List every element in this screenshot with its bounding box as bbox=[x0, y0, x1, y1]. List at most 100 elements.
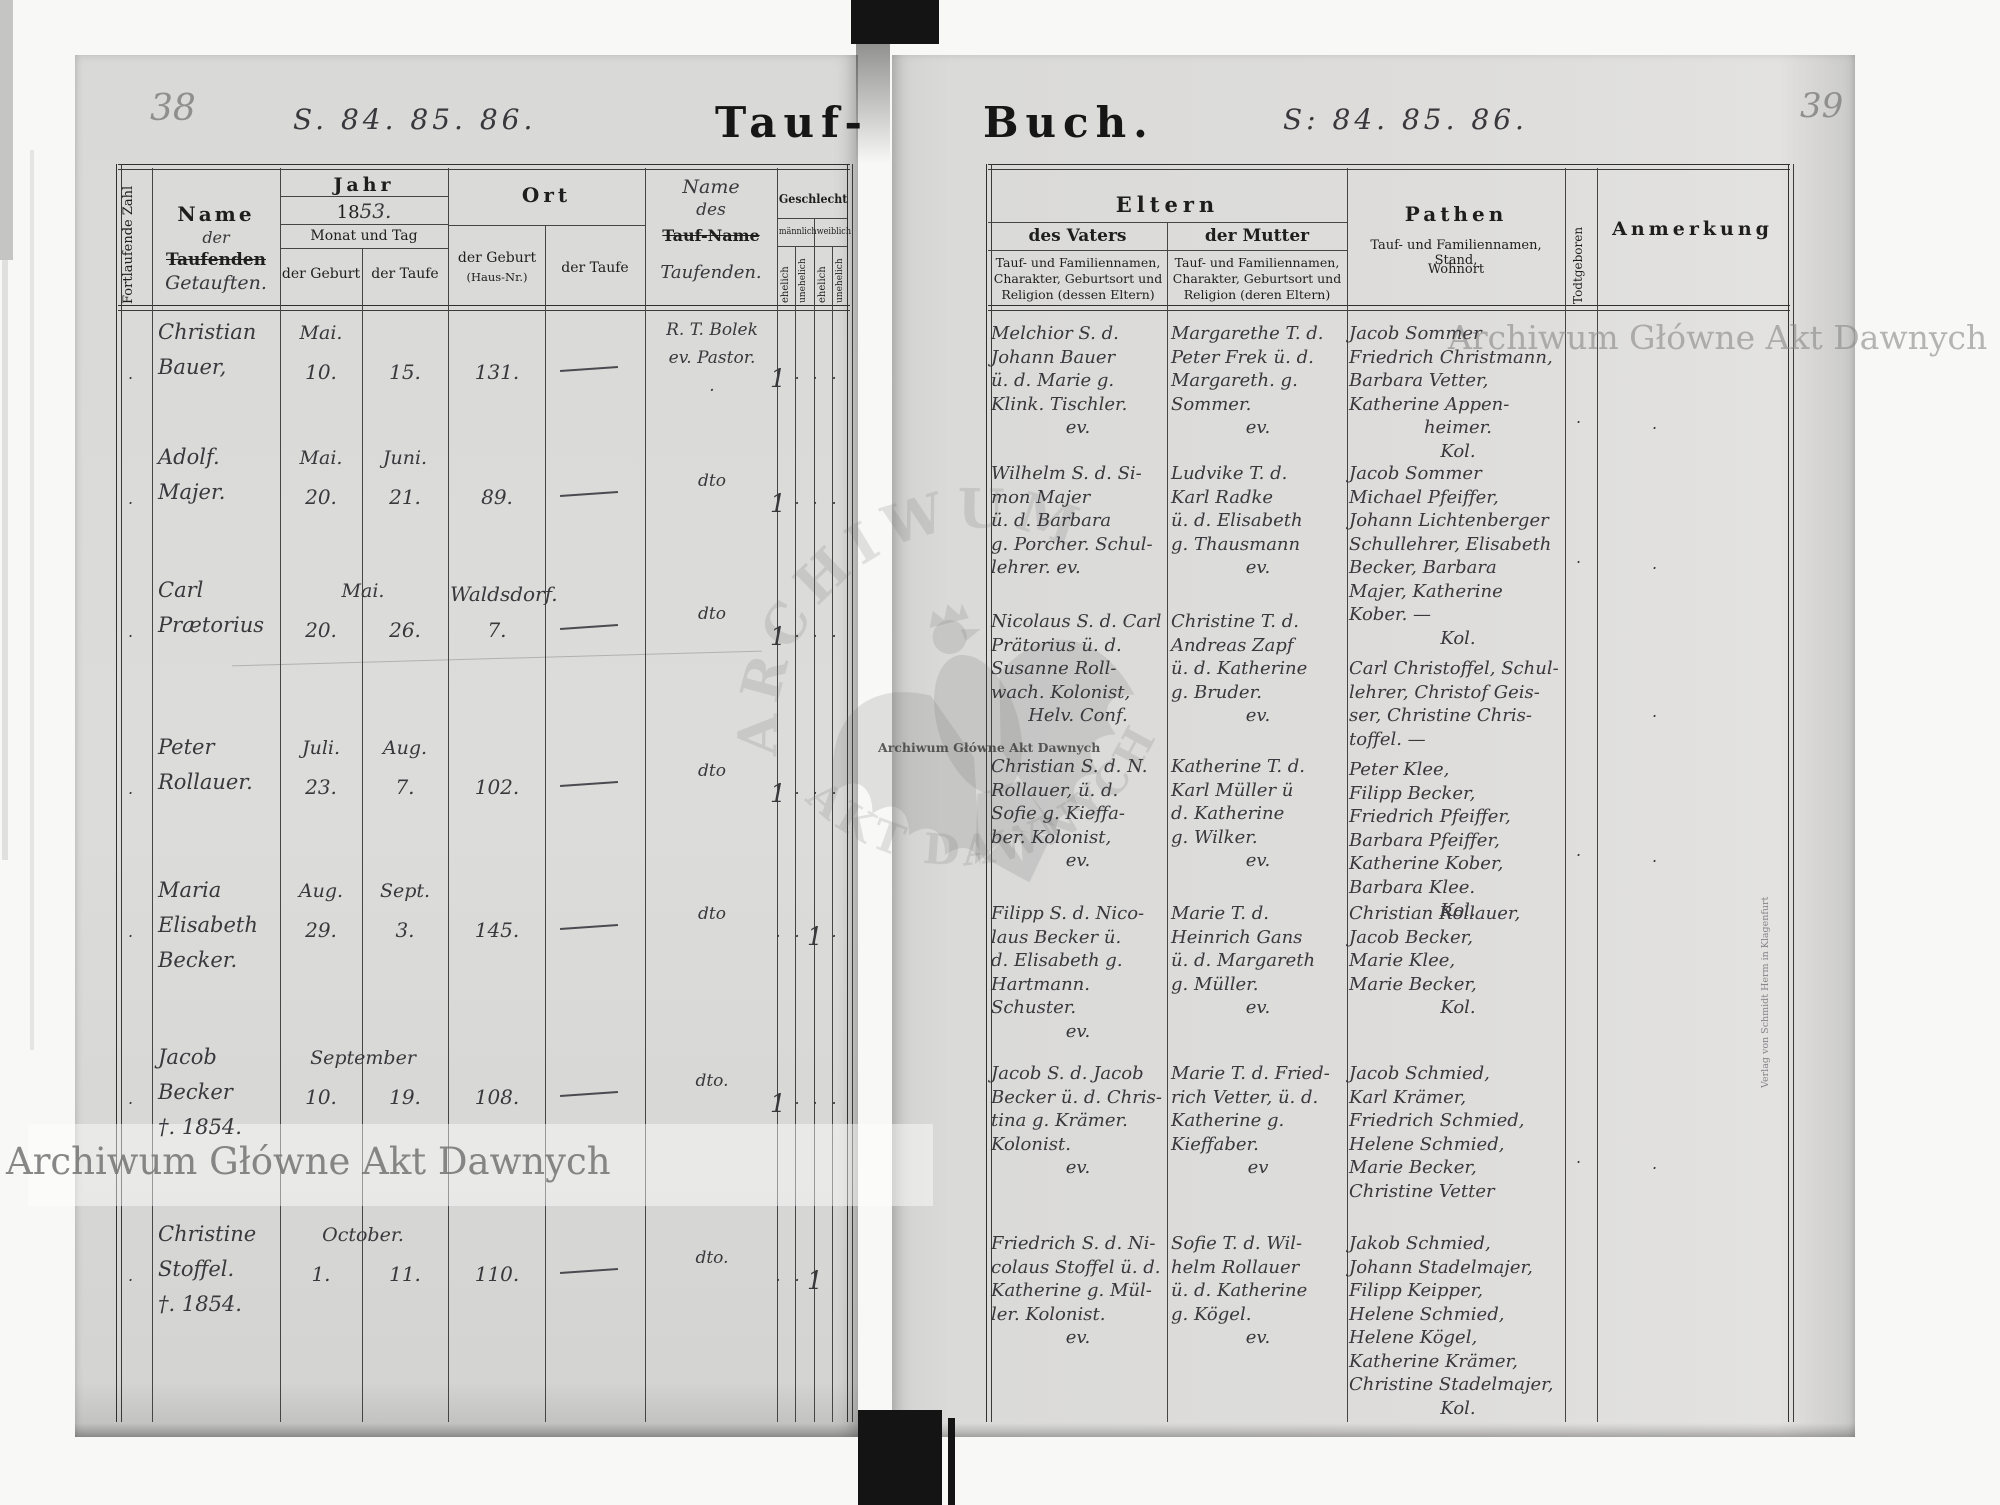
godparents-entry: Peter Klee, Filipp Becker, Friedrich Pfeif… bbox=[1349, 758, 1567, 923]
header-todtgeboren: Todtgeboren bbox=[1571, 226, 1585, 304]
father-entry-line: tina g. Krämer. bbox=[991, 1110, 1128, 1131]
mother-entry: Katherine T. d. Karl Müller ü d. Katherine… bbox=[1171, 755, 1345, 873]
godparents-entry-line: Johann Stadelmajer, bbox=[1349, 1256, 1533, 1278]
father-entry-line: Helv. Conf. bbox=[1028, 705, 1128, 726]
father-entry-line: ler. Kolonist. bbox=[991, 1303, 1106, 1325]
zahl-dot: . bbox=[128, 489, 134, 508]
col-line bbox=[777, 168, 779, 1422]
godparents-entry-line: Barbara Pfeiffer, bbox=[1349, 829, 1500, 851]
header-name-taufenden-struck: Taufenden bbox=[166, 250, 266, 270]
child-name: Becker. bbox=[158, 948, 238, 972]
mother-entry-line: d. Katherine bbox=[1171, 803, 1285, 824]
sex-mark: . bbox=[831, 364, 837, 383]
father-entry-line: Friedrich S. d. Ni- bbox=[991, 1233, 1156, 1254]
mother-entry-line: Margareth. g. bbox=[1171, 370, 1298, 391]
godparents-entry-line: Jacob Schmied, bbox=[1349, 1063, 1490, 1084]
mother-entry-line: ev. bbox=[1245, 997, 1271, 1018]
mother-entry-line: Andreas Zapf bbox=[1171, 634, 1294, 656]
watermark-top-right: Archiwum Główne Akt Dawnych bbox=[1448, 318, 1988, 357]
sex-mark: . bbox=[812, 622, 818, 641]
col-line bbox=[448, 168, 450, 1422]
col-line bbox=[545, 225, 547, 1422]
godparents-entry: Jacob Sommer Friedrich Christmann, Barbara… bbox=[1349, 322, 1567, 463]
anmerkung-dot: . bbox=[1652, 414, 1658, 433]
header-ehelich-1: ehelich bbox=[780, 266, 791, 303]
col-line bbox=[1347, 168, 1349, 1422]
header-ehelich-2: ehelich bbox=[817, 266, 828, 303]
godparents-entry: Jacob Sommer Michael Pfeiffer, Johann Lich… bbox=[1349, 462, 1567, 650]
father-entry-line: Prätorius ü. d. bbox=[991, 634, 1122, 656]
godparents-entry: Jacob Schmied, Karl Krämer, Friedrich Schm… bbox=[1349, 1062, 1567, 1203]
child-name: Christian bbox=[158, 320, 257, 344]
godparents-entry-line: Kol. bbox=[1440, 627, 1476, 649]
todtgeboren-dot: . bbox=[1576, 548, 1582, 567]
birth-day: 29. bbox=[305, 918, 337, 942]
header-geschlecht: Geschlecht bbox=[778, 192, 848, 206]
header-monat-und-tag: Monat und Tag bbox=[310, 228, 418, 244]
child-name: Carl bbox=[158, 578, 204, 602]
sex-mark: 1 bbox=[770, 1089, 786, 1118]
birth-month: Aug. bbox=[298, 880, 344, 902]
left-table-top-border bbox=[118, 164, 850, 170]
birth-month-span: September bbox=[310, 1047, 416, 1069]
birth-day: 1. bbox=[311, 1262, 331, 1286]
godparents-entry-line: Filipp Keipper, bbox=[1349, 1280, 1483, 1301]
godparents-entry-line: Kol. bbox=[1440, 1397, 1476, 1419]
col-line bbox=[645, 168, 647, 1422]
child-name: Maria bbox=[158, 878, 222, 902]
child-name: †. 1854. bbox=[158, 1292, 242, 1316]
godparents-entry-line: Jacob Becker, bbox=[1349, 926, 1473, 948]
header-taufenden-hand: Taufenden. bbox=[660, 262, 762, 283]
sex-mark: . bbox=[794, 1266, 800, 1285]
header-anmerkung: Anmerkung bbox=[1612, 218, 1773, 240]
left-folio-number: 38 bbox=[150, 88, 196, 129]
godparents-entry-line: Barbara Vetter, bbox=[1349, 370, 1489, 391]
child-name: Peter bbox=[158, 735, 215, 759]
watermark-band bbox=[28, 1124, 933, 1206]
mother-entry-line: Marie T. d. bbox=[1171, 903, 1269, 924]
godparents-entry-line: Barbara Klee. bbox=[1349, 876, 1476, 898]
godparents-entry-line: Filipp Becker, bbox=[1349, 782, 1476, 804]
title-tauf: Tauf- bbox=[715, 98, 869, 147]
officiant-ditto: dto. bbox=[695, 1071, 729, 1091]
father-entry: Nicolaus S. d. Carl Prätorius ü. d. Susann… bbox=[991, 610, 1165, 728]
sex-mark: 1 bbox=[807, 922, 823, 951]
officiant: . bbox=[709, 376, 715, 396]
godparents-entry-line: Jakob Schmied, bbox=[1349, 1233, 1491, 1254]
header-ort-geburt: der Geburt bbox=[457, 250, 537, 266]
zahl-dot: . bbox=[128, 622, 134, 641]
sex-mark: . bbox=[794, 779, 800, 798]
publisher-imprint: Verlag von Schmidt Herm in Klagenfurt bbox=[1760, 896, 1771, 1088]
father-entry-line: Katherine g. Mül- bbox=[991, 1280, 1152, 1301]
left-table-right-border bbox=[847, 164, 853, 1422]
father-entry-line: laus Becker ü. bbox=[991, 926, 1122, 948]
birth-day: 10. bbox=[305, 360, 337, 384]
header-pathen: Pathen bbox=[1404, 202, 1508, 226]
father-entry-line: ev. bbox=[1065, 850, 1091, 871]
right-table-top-border bbox=[988, 164, 1790, 170]
child-name: Rollauer. bbox=[158, 770, 253, 794]
right-table-left-border bbox=[986, 164, 992, 1422]
officiant-ditto: dto bbox=[698, 471, 726, 491]
sex-mark: . bbox=[812, 489, 818, 508]
father-entry-line: ev. bbox=[1065, 1157, 1091, 1178]
mother-entry-line: Margarethe T. d. bbox=[1171, 323, 1324, 344]
rule bbox=[448, 225, 645, 227]
birth-day: 20. bbox=[305, 485, 337, 509]
right-table-right-border bbox=[1788, 164, 1794, 1422]
binding-shadow bbox=[856, 44, 890, 164]
header-taufender-des: des bbox=[696, 200, 726, 220]
rule bbox=[777, 246, 847, 248]
godparents-entry-line: Christine Stadelmajer, bbox=[1349, 1374, 1554, 1395]
godparents-entry-line: Katherine Appen- bbox=[1349, 393, 1510, 415]
zahl-dot: . bbox=[128, 364, 134, 383]
anmerkung-dot: . bbox=[1652, 702, 1658, 721]
sex-mark: 1 bbox=[770, 779, 786, 808]
father-entry-line: Becker ü. d. Chris- bbox=[991, 1086, 1162, 1108]
baptism-month: Aug. bbox=[382, 737, 428, 759]
header-name: Name bbox=[177, 202, 255, 226]
header-der-mutter: der Mutter bbox=[1204, 226, 1310, 246]
header-des-vaters: des Vaters bbox=[1028, 226, 1127, 246]
mother-entry-line: Katherine T. d. bbox=[1171, 756, 1306, 777]
godparents-entry-line: Marie Klee, bbox=[1349, 950, 1456, 971]
